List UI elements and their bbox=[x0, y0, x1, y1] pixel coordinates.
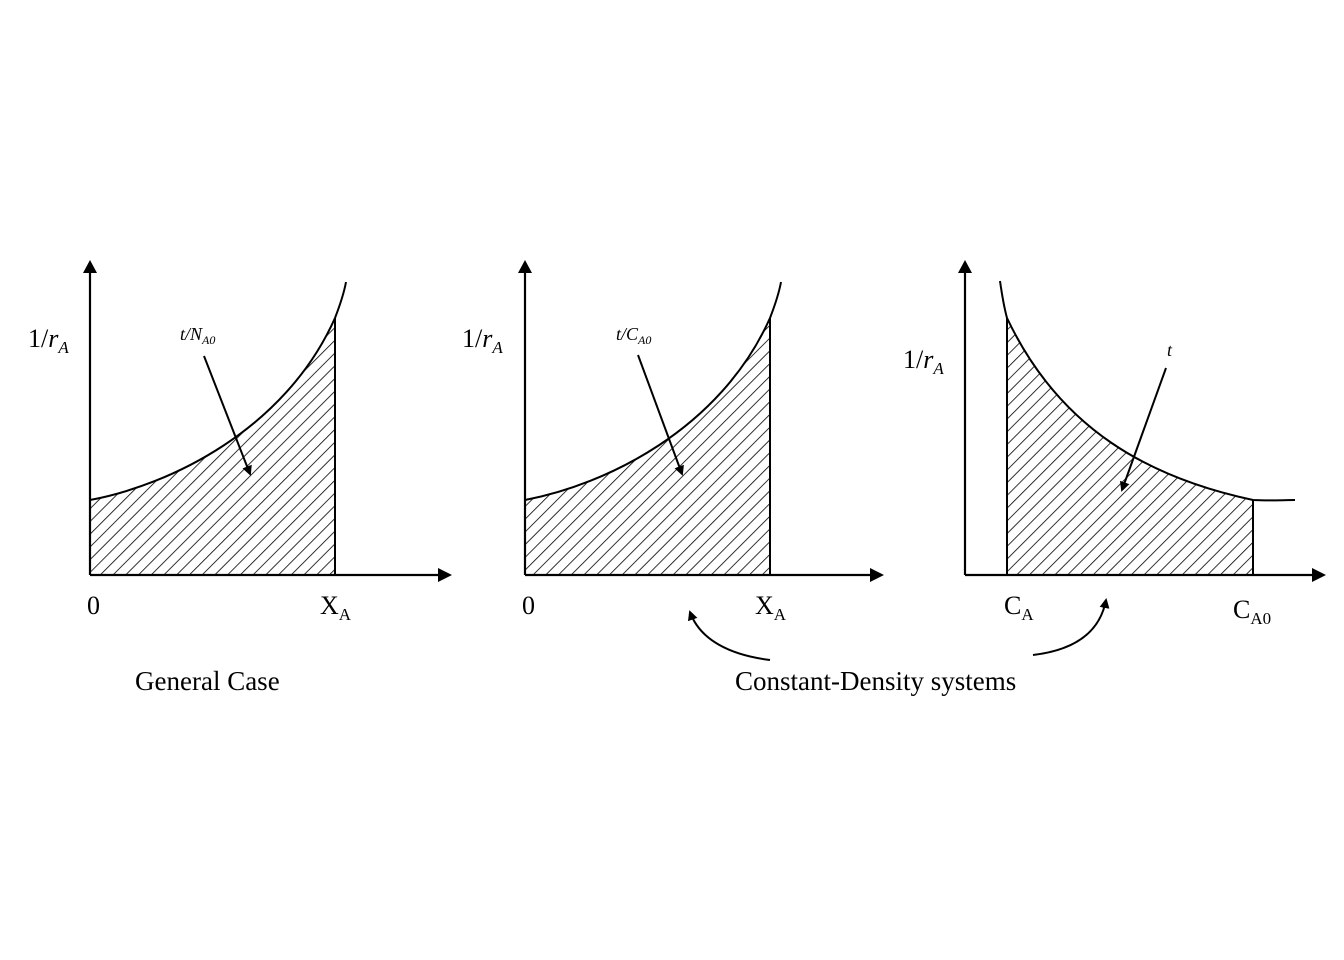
caption-arrow-to-conversion-panel bbox=[687, 610, 771, 661]
rate-curve bbox=[89, 281, 347, 501]
caption-arrow-to-concentration-panel bbox=[1032, 598, 1110, 656]
area-label: t/CA0 bbox=[616, 324, 651, 347]
x-label-start: 0 bbox=[87, 591, 100, 620]
x-label-end: XA bbox=[320, 591, 352, 624]
x-label-end: XA bbox=[755, 591, 787, 624]
shaded-area bbox=[90, 318, 335, 575]
y-axis-label: 1/rA bbox=[28, 324, 69, 357]
x-label-end: CA0 bbox=[1233, 595, 1271, 628]
area-pointer-arrow bbox=[203, 355, 252, 476]
caption-general-case: General Case bbox=[135, 666, 280, 696]
axes bbox=[518, 260, 884, 582]
x-label-start: CA bbox=[1004, 591, 1034, 624]
y-axis-label: 1/rA bbox=[903, 345, 944, 378]
panel-general-case: 1/rA t/NA0 0 XA bbox=[28, 260, 452, 624]
panel-constant-density-conversion: 1/rA t/CA0 0 XA bbox=[462, 260, 884, 624]
area-pointer-arrow bbox=[637, 354, 684, 476]
rate-curve bbox=[524, 281, 782, 501]
panel-constant-density-concentration: 1/rA t CA CA0 bbox=[903, 260, 1326, 628]
axes bbox=[958, 260, 1326, 582]
area-label: t/NA0 bbox=[180, 324, 215, 347]
area-label: t bbox=[1167, 340, 1173, 360]
rate-curve bbox=[999, 280, 1296, 502]
axes bbox=[83, 260, 452, 582]
y-axis-label: 1/rA bbox=[462, 324, 503, 357]
x-label-start: 0 bbox=[522, 591, 535, 620]
caption-constant-density: Constant-Density systems bbox=[735, 666, 1016, 696]
shaded-area bbox=[1007, 318, 1253, 575]
shaded-area bbox=[525, 318, 770, 575]
area-pointer-arrow bbox=[1120, 367, 1167, 492]
